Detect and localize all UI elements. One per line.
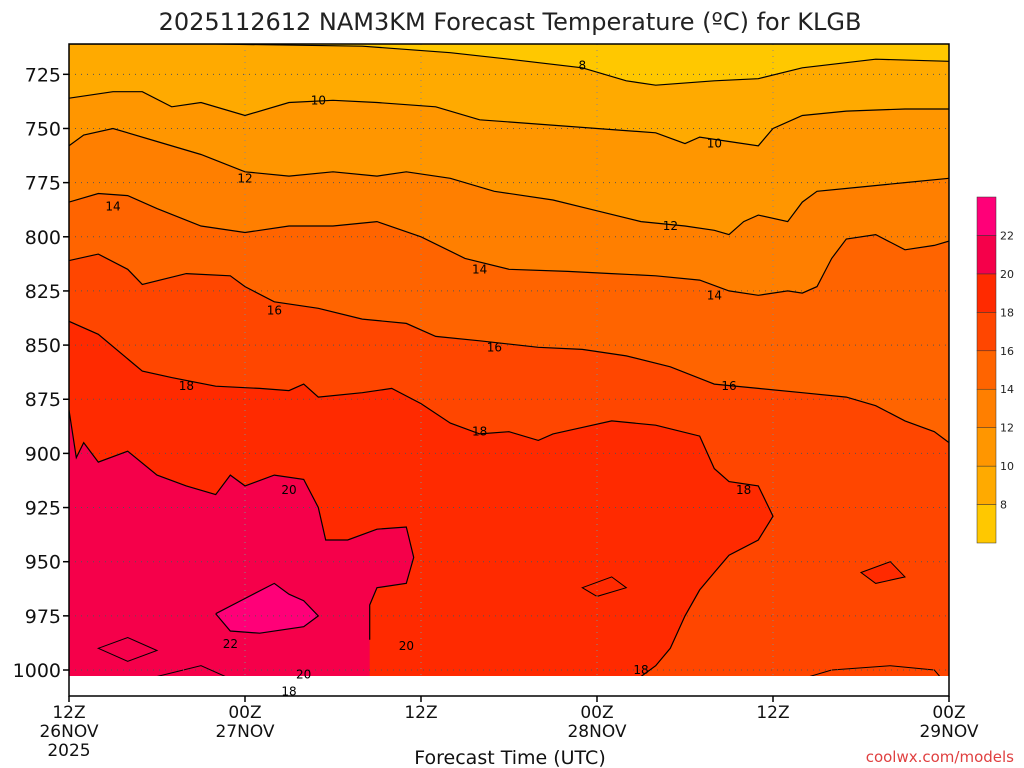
isotherm-label: 8 — [579, 59, 587, 73]
y-tick-label: 775 — [25, 173, 61, 195]
isotherm-label: 14 — [472, 262, 487, 276]
isotherm-20 — [69, 410, 415, 640]
y-tick-label: 825 — [25, 281, 61, 303]
x-tick-time: 12Z — [52, 703, 85, 723]
y-tick-label: 800 — [25, 227, 61, 249]
isotherm-label: 18 — [179, 379, 194, 393]
isotherm-label: 16 — [267, 303, 282, 317]
grid-lines — [69, 44, 949, 676]
isotherm-label: 18 — [281, 685, 296, 699]
chart-title: 2025112612 NAM3KM Forecast Temperature (… — [159, 8, 862, 36]
surface-heat-pockets — [96, 561, 941, 676]
x-tick-time: 00Z — [228, 703, 261, 723]
isotherm-label: 10 — [707, 137, 722, 151]
colorbar-swatch — [976, 235, 997, 275]
warm-pocket — [156, 665, 226, 676]
colorbar-label: 12 — [1000, 422, 1014, 435]
colorbar-label: 22 — [1000, 229, 1014, 242]
isotherm-10 — [69, 91, 949, 147]
isotherm-label: 16 — [487, 340, 502, 354]
band-20-22 — [69, 410, 414, 676]
x-tick-date: 27NOV — [215, 722, 274, 742]
isotherm-lines — [69, 44, 949, 676]
plot-area — [69, 44, 949, 696]
y-tick-label: 875 — [25, 389, 61, 411]
colorbar-label: 16 — [1000, 345, 1014, 358]
isotherm-label: 12 — [663, 219, 678, 233]
y-tick-label: 750 — [25, 118, 61, 140]
isotherm-8 — [69, 44, 949, 86]
cool-pocket — [875, 675, 876, 676]
colorbar-label: 14 — [1000, 383, 1014, 396]
colorbar-swatch — [976, 388, 997, 428]
cool-pocket — [809, 665, 941, 676]
y-tick-label: 925 — [25, 498, 61, 520]
isotherm-16 — [69, 253, 949, 444]
colorbar-swatch — [976, 427, 997, 467]
x-tick-time: 12Z — [404, 703, 437, 723]
colorbar-label: 8 — [1000, 499, 1007, 512]
y-tick-label: 950 — [25, 552, 61, 574]
x-tick-time: 12Z — [756, 703, 789, 723]
colorbar-swatch — [976, 312, 997, 352]
credit-text: coolwx.com/models — [866, 748, 1014, 766]
x-tick-year: 2025 — [47, 741, 90, 761]
isotherm-label: 14 — [105, 199, 120, 213]
isotherm-label: 22 — [223, 637, 238, 651]
isotherm-label: 16 — [721, 379, 736, 393]
isotherm-label: 20 — [399, 639, 414, 653]
colorbar-swatch — [976, 350, 997, 390]
temperature-bands — [69, 44, 949, 676]
ground-strip — [69, 687, 949, 696]
isotherm-label: 14 — [707, 288, 722, 302]
y-tick-label: 850 — [25, 335, 61, 357]
isotherm-label: 18 — [736, 483, 751, 497]
colorbar-swatch — [976, 504, 997, 544]
y-tick-label: 1000 — [13, 660, 61, 682]
isotherm-label: 18 — [633, 663, 648, 677]
colorbar-swatch — [976, 465, 997, 505]
warm-pocket — [96, 636, 159, 662]
warm-pocket — [581, 576, 628, 597]
colorbar-label: 10 — [1000, 460, 1014, 473]
colorbar-label: 18 — [1000, 306, 1014, 319]
isotherm-label: 20 — [296, 667, 311, 681]
x-tick-time: 00Z — [932, 703, 965, 723]
isotherm-label: 10 — [311, 93, 326, 107]
y-tick-label: 975 — [25, 606, 61, 628]
isotherm-label: 12 — [237, 171, 252, 185]
isotherm-label: 18 — [472, 425, 487, 439]
colorbar-swatch — [976, 196, 997, 236]
x-tick-date: 28NOV — [567, 722, 626, 742]
isotherm-14 — [69, 192, 949, 296]
isotherm-22 — [215, 582, 320, 634]
plot-frame — [68, 43, 950, 697]
x-tick-time: 00Z — [580, 703, 613, 723]
y-tick-label: 725 — [25, 64, 61, 86]
isotherm-12 — [69, 127, 949, 236]
x-axis-label: Forecast Time (UTC) — [414, 747, 605, 768]
x-tick-date: 26NOV — [39, 722, 98, 742]
colorbar-label: 20 — [1000, 268, 1014, 281]
colorbar-legend: 8 10 12 14 16 18 20 22 — [976, 196, 1014, 544]
band-below-8 — [69, 44, 949, 86]
colorbar-swatch — [976, 273, 997, 313]
isotherm-18 — [69, 320, 774, 676]
isotherm-label: 20 — [281, 483, 296, 497]
y-axis: 725 750 775 800 825 850 875 900 925 950 975 1000 — [13, 64, 69, 682]
x-tick-date: 29NOV — [919, 722, 978, 742]
warm-pocket — [859, 561, 906, 584]
y-tick-label: 900 — [25, 443, 61, 465]
